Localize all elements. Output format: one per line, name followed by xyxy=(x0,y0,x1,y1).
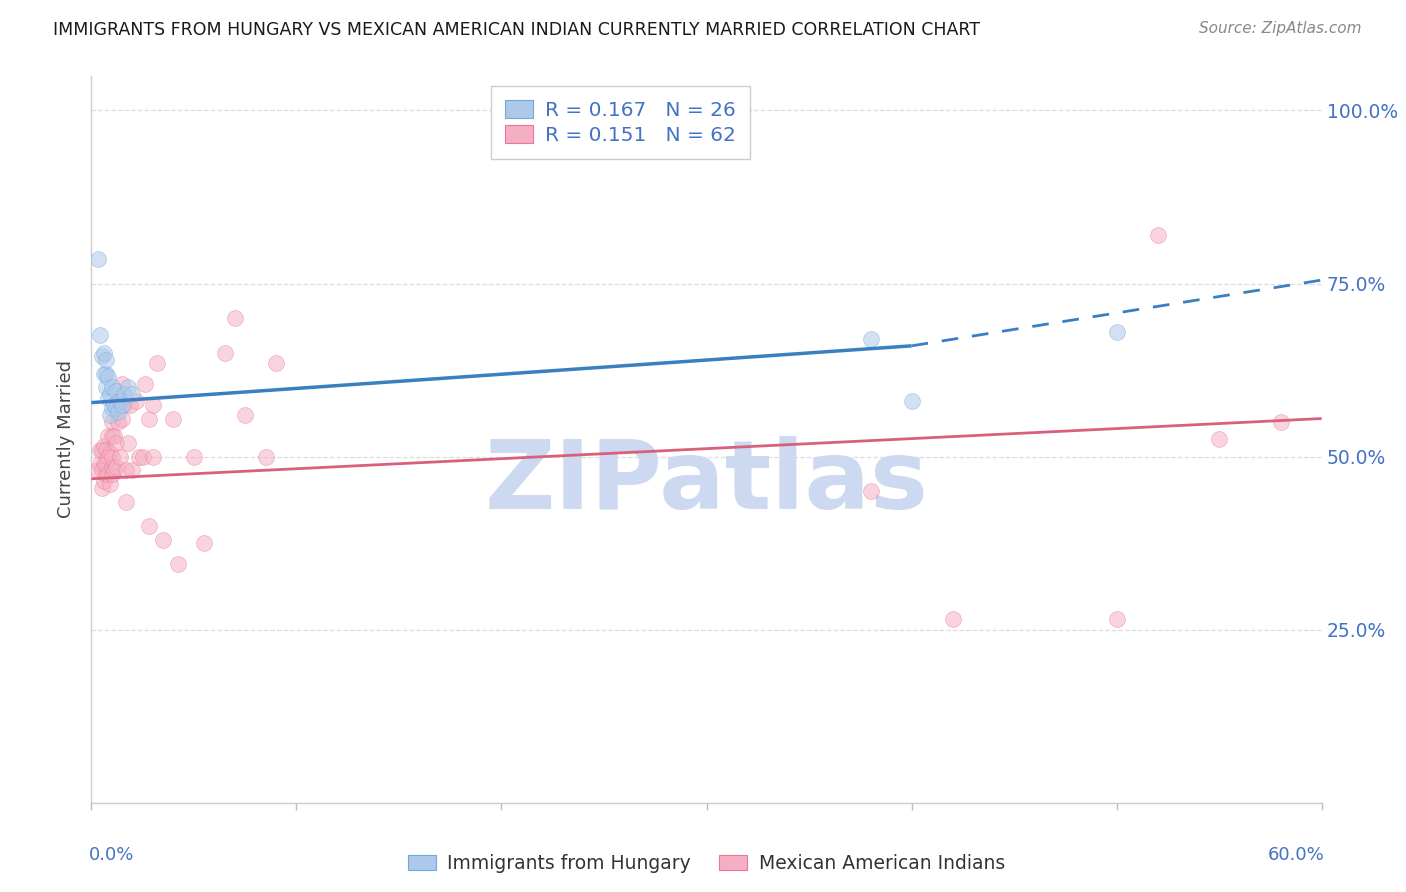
Point xyxy=(193,536,215,550)
Point xyxy=(97,370,120,384)
Point xyxy=(142,398,165,412)
Point xyxy=(107,415,129,429)
Point xyxy=(101,401,124,416)
Point xyxy=(152,533,174,547)
Point xyxy=(1208,433,1230,447)
Point xyxy=(1105,325,1128,339)
Point xyxy=(108,450,131,464)
Point xyxy=(86,463,108,477)
Point xyxy=(125,394,148,409)
Point xyxy=(138,519,160,533)
Text: ZIPatlas: ZIPatlas xyxy=(485,436,928,530)
Point xyxy=(214,345,236,359)
Point xyxy=(859,484,882,499)
Point xyxy=(101,415,124,429)
Point xyxy=(93,474,115,488)
Point xyxy=(103,463,125,477)
Point xyxy=(120,398,142,412)
Point xyxy=(138,411,160,425)
Point xyxy=(900,394,922,409)
Point xyxy=(107,394,129,409)
Point xyxy=(94,457,117,471)
Point xyxy=(89,442,111,457)
Point xyxy=(90,481,112,495)
Point xyxy=(89,457,111,471)
Point xyxy=(115,494,138,508)
Point xyxy=(942,612,965,626)
Point xyxy=(117,380,139,394)
Point xyxy=(101,450,124,464)
Point xyxy=(98,408,121,422)
Point xyxy=(93,367,115,381)
Point xyxy=(86,252,108,267)
Point xyxy=(112,387,135,401)
Point xyxy=(166,557,188,571)
Point xyxy=(97,429,120,443)
Point xyxy=(1146,228,1168,243)
Point xyxy=(94,380,117,394)
Point xyxy=(105,435,127,450)
Point xyxy=(101,467,124,481)
Point xyxy=(121,387,143,401)
Point xyxy=(98,446,121,460)
Point xyxy=(97,391,120,405)
Point xyxy=(264,356,287,370)
Point xyxy=(111,398,134,412)
Point xyxy=(1270,415,1292,429)
Point xyxy=(94,352,117,367)
Legend: Immigrants from Hungary, Mexican American Indians: Immigrants from Hungary, Mexican America… xyxy=(401,847,1012,880)
Point xyxy=(111,376,134,391)
Point xyxy=(224,311,246,326)
Point xyxy=(103,398,125,412)
Point xyxy=(183,450,205,464)
Text: 0.0%: 0.0% xyxy=(89,847,135,864)
Point xyxy=(90,349,112,363)
Point xyxy=(254,450,277,464)
Point xyxy=(108,394,131,409)
Point xyxy=(97,467,120,481)
Text: IMMIGRANTS FROM HUNGARY VS MEXICAN AMERICAN INDIAN CURRENTLY MARRIED CORRELATION: IMMIGRANTS FROM HUNGARY VS MEXICAN AMERI… xyxy=(53,21,980,39)
Point xyxy=(94,442,117,457)
Point xyxy=(128,450,150,464)
Point xyxy=(101,460,124,475)
Point xyxy=(117,435,139,450)
Point xyxy=(94,467,117,481)
Point xyxy=(98,387,121,401)
Point xyxy=(112,398,135,412)
Point xyxy=(105,384,127,398)
Point xyxy=(105,401,127,416)
Point xyxy=(89,328,111,343)
Point xyxy=(94,367,117,381)
Point xyxy=(97,450,120,464)
Point xyxy=(142,450,165,464)
Point xyxy=(162,411,184,425)
Point xyxy=(121,463,143,477)
Point xyxy=(111,411,134,425)
Point xyxy=(134,376,156,391)
Point xyxy=(107,404,129,418)
Text: 60.0%: 60.0% xyxy=(1267,847,1324,864)
Point xyxy=(90,463,112,477)
Text: Source: ZipAtlas.com: Source: ZipAtlas.com xyxy=(1198,21,1361,37)
Point xyxy=(93,345,115,359)
Point xyxy=(98,477,121,491)
Point xyxy=(103,429,125,443)
Point xyxy=(115,463,138,477)
Point xyxy=(1105,612,1128,626)
Point xyxy=(101,380,124,394)
Point xyxy=(93,439,115,453)
Point xyxy=(101,429,124,443)
Y-axis label: Currently Married: Currently Married xyxy=(58,360,76,518)
Point xyxy=(146,356,169,370)
Point xyxy=(105,460,127,475)
Point xyxy=(131,450,153,464)
Point xyxy=(93,457,115,471)
Point xyxy=(859,332,882,346)
Point xyxy=(90,442,112,457)
Point xyxy=(233,408,256,422)
